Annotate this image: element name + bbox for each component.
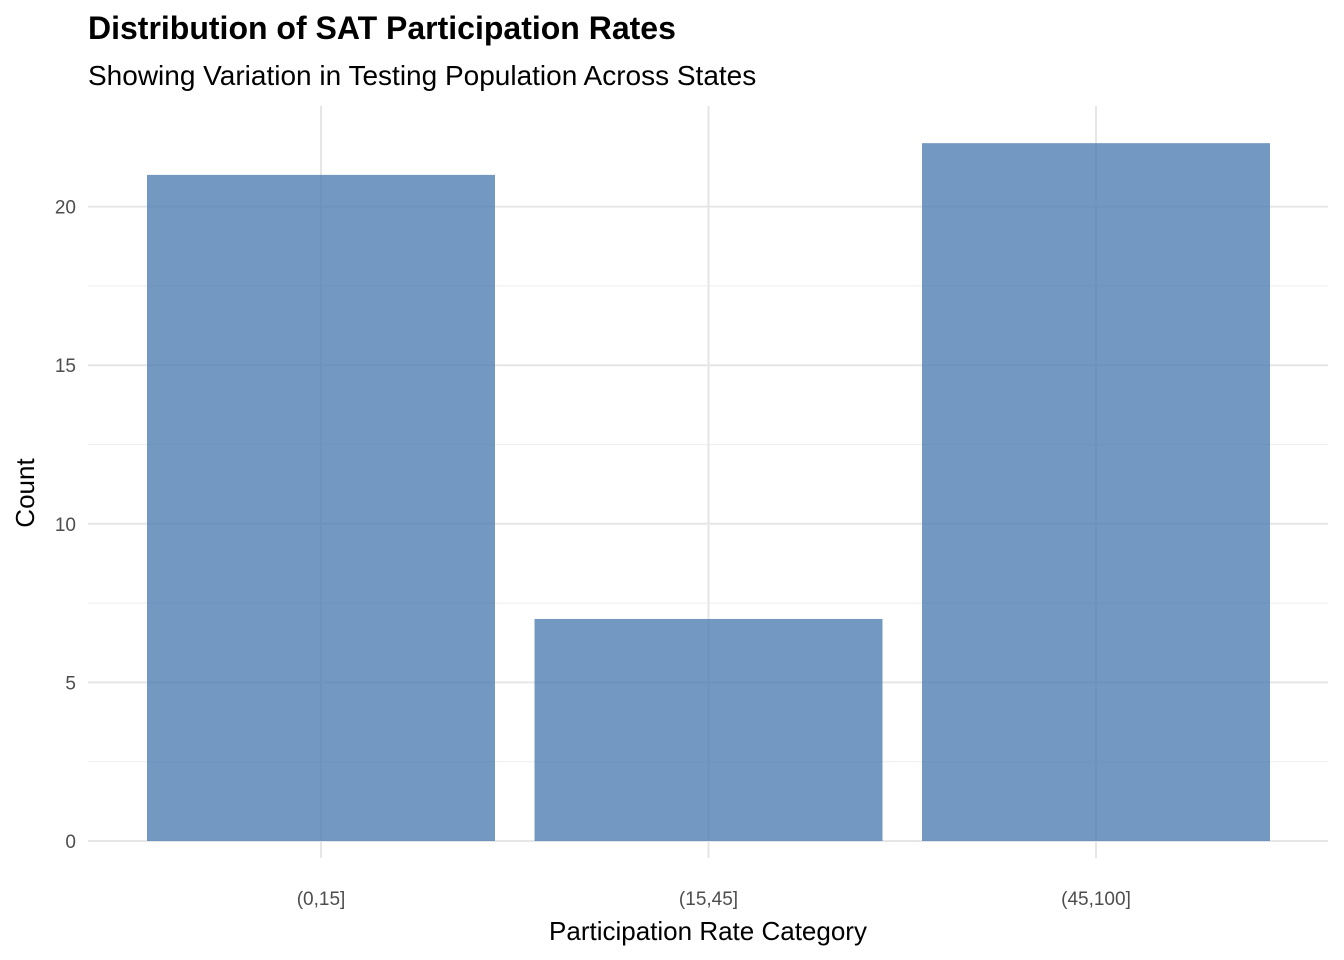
x-tick-label: (15,45] (679, 889, 738, 910)
y-tick-label: 20 (55, 198, 76, 219)
y-tick-label: 5 (65, 673, 76, 694)
x-axis-title: Participation Rate Category (549, 916, 867, 946)
bar-1 (534, 618, 883, 841)
axis-layer: 0 5 10 15 20 (0,15] (15,45] (45,100] (55, 198, 1131, 910)
bar-0 (147, 174, 495, 841)
x-tick-label: (0,15] (297, 889, 346, 910)
bar-layer (147, 143, 1270, 841)
y-tick-label: 0 (65, 832, 76, 853)
y-tick-label: 15 (55, 356, 76, 377)
y-axis-title: Count (10, 458, 40, 528)
bar-2 (922, 143, 1270, 841)
chart-title: Distribution of SAT Participation Rates (88, 10, 676, 46)
y-tick-label: 10 (55, 515, 76, 536)
x-tick-label: (45,100] (1061, 889, 1131, 910)
chart-subtitle: Showing Variation in Testing Population … (88, 60, 757, 91)
